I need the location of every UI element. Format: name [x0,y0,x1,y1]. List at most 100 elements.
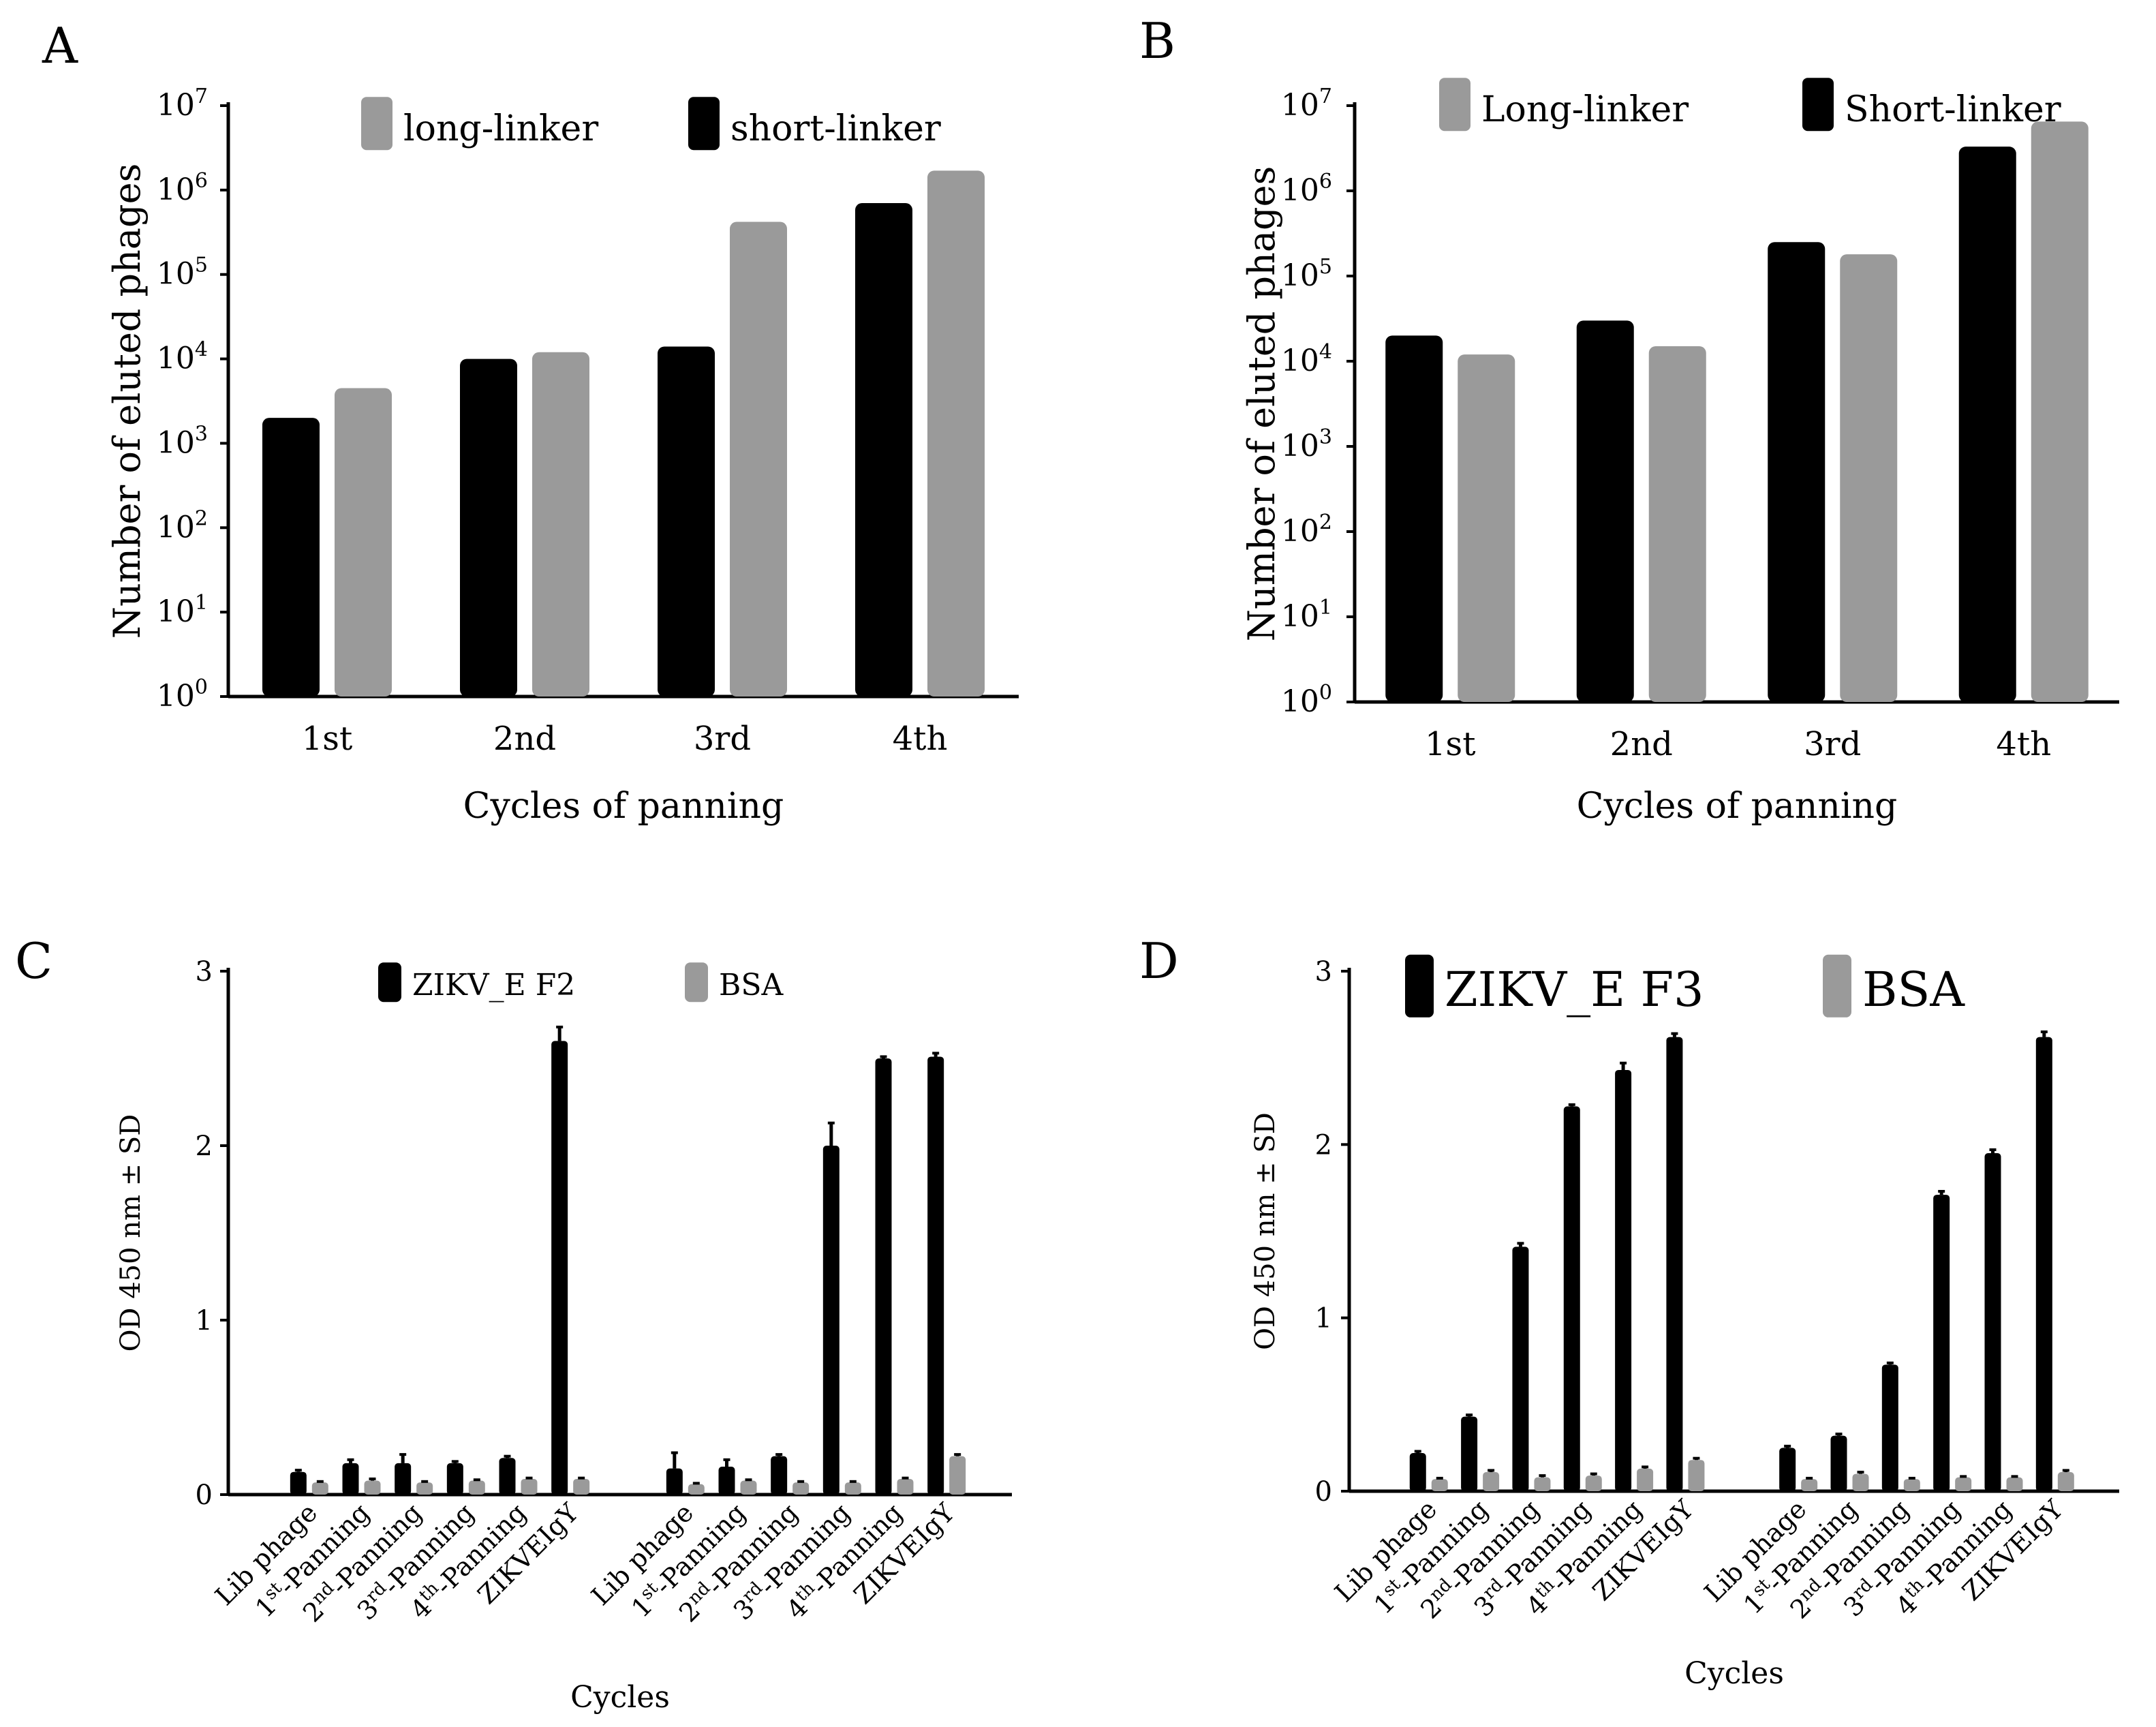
bar [262,418,320,697]
y-tick-label: 106 [157,169,208,207]
bar [897,1478,914,1495]
x-tick-label: 1st [302,720,352,758]
y-tick-exp: 3 [195,422,208,446]
y-tick-label: 107 [157,85,208,123]
bar [335,388,392,697]
bar [1768,242,1826,702]
bar [1563,1106,1580,1491]
y-tick-exp: 3 [1319,425,1332,449]
x-tick-label: 4th [1996,725,2051,763]
bar [573,1478,590,1495]
y-axis-label: Number of eluted phages [1240,166,1283,642]
legend-swatch [1823,954,1851,1018]
y-tick-base: 10 [1281,514,1319,549]
x-axis-label: Cycles of panning [1577,786,1898,827]
panel-letter: D [1139,932,1179,990]
y-tick-base: 10 [157,510,195,545]
x-tick-label: 4th [893,720,948,758]
x-axis-label: Cycles [1684,1656,1784,1691]
x-tick-label: 2nd [1610,725,1673,763]
y-tick-base: 10 [157,425,195,460]
bar [1688,1460,1705,1491]
legend-swatch [378,962,401,1003]
bar [395,1463,412,1495]
bar [311,1482,328,1495]
legend-label: short-linker [730,108,941,149]
bar [1840,254,1898,702]
bar [1458,354,1515,702]
bar [1576,320,1634,702]
y-tick-label: 106 [1281,170,1332,208]
y-tick-label: 3 [196,956,213,988]
y-tick-label: 103 [1281,425,1332,463]
bar [927,170,985,697]
y-tick-base: 10 [157,257,195,292]
y-tick-exp: 6 [195,169,208,193]
x-tick-label: 1st [1425,725,1475,763]
bar [1958,147,2016,702]
bar [2031,121,2089,702]
bar [1483,1472,1500,1491]
y-tick-label: 1 [196,1305,213,1336]
bar [1512,1247,1529,1491]
y-tick-label: 105 [157,254,208,292]
y-tick-label: 0 [1315,1476,1332,1508]
bar [1585,1476,1602,1491]
y-tick-exp: 4 [195,338,208,362]
bar [855,203,912,697]
bar [730,221,787,697]
bar [658,346,715,697]
x-tick-label: 3rd [694,720,751,758]
bar [1779,1448,1796,1491]
y-tick-exp: 1 [1319,596,1332,620]
bar [499,1458,516,1495]
x-tick-label: 2nd [493,720,556,758]
bar [1637,1468,1654,1491]
y-axis-label: Number of eluted phages [106,164,149,639]
bar [290,1471,307,1495]
y-tick-base: 10 [157,88,195,123]
panel-letter: B [1139,12,1175,70]
legend-label: ZIKV_E F3 [1445,962,1704,1018]
y-tick-exp: 5 [1319,255,1332,279]
y-tick-exp: 0 [195,675,208,699]
y-tick-base: 10 [157,594,195,629]
bar [2006,1477,2023,1491]
y-tick-label: 105 [1281,255,1332,293]
y-tick-label: 103 [157,422,208,460]
x-axis-label: Cycles of panning [463,786,784,827]
legend-swatch [688,97,720,151]
bar [1385,335,1443,703]
bar [792,1482,810,1495]
y-tick-label: 2 [1315,1129,1332,1161]
bar [1933,1195,1950,1491]
bar [1881,1364,1898,1491]
bar [2057,1472,2074,1491]
bar [688,1484,705,1495]
y-tick-label: 107 [1281,85,1332,123]
bar [822,1146,840,1495]
y-tick-label: 2 [196,1131,213,1162]
legend-label: ZIKV_E F2 [412,968,575,1003]
bar [844,1482,861,1495]
bar [416,1482,433,1495]
bar [927,1056,944,1495]
y-tick-label: 100 [1281,681,1332,719]
y-tick-exp: 7 [195,85,208,108]
legend-label: BSA [719,968,784,1003]
bar [1666,1037,1683,1491]
bar [771,1456,788,1495]
y-tick-base: 10 [157,172,195,207]
bar [1903,1479,1920,1491]
y-tick-base: 10 [157,679,195,714]
panel-letter: A [42,17,78,74]
legend-swatch [361,97,392,151]
bar [1431,1479,1448,1491]
bar [1461,1416,1478,1491]
y-tick-exp: 4 [1319,340,1332,364]
y-tick-base: 10 [1281,599,1319,634]
